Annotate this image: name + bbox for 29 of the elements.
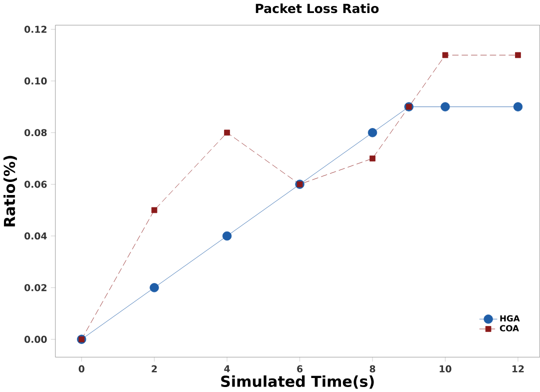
point <box>368 128 378 138</box>
point <box>151 207 158 213</box>
y-tick-label: 0.10 <box>24 77 47 84</box>
point <box>222 231 232 240</box>
y-tick-label: 0.06 <box>24 180 47 188</box>
y-tick-label: 0.08 <box>24 128 47 136</box>
x-tick-label: 0 <box>78 365 84 372</box>
chart-title: Packet Loss Ratio <box>256 3 379 14</box>
legend-label: HGA <box>500 315 520 322</box>
x-tick-label: 4 <box>224 365 230 372</box>
point <box>150 282 159 292</box>
x-tick-label: 12 <box>512 365 524 372</box>
legend-label: COA <box>500 324 519 332</box>
y-tick-label: 0.00 <box>24 336 47 343</box>
y-axis-title: Ratio(%) <box>3 156 17 226</box>
point <box>513 102 523 112</box>
x-tick-label: 8 <box>370 365 376 372</box>
point <box>440 102 450 112</box>
x-axis-title: Simulated Time(s) <box>221 375 374 389</box>
x-tick-label: 10 <box>440 365 452 372</box>
y-tick-label: 0.12 <box>24 26 46 33</box>
point <box>370 155 376 162</box>
point <box>442 52 448 58</box>
y-tick-label: 0.02 <box>24 284 46 292</box>
point <box>515 52 521 58</box>
x-tick-label: 6 <box>297 365 303 372</box>
point <box>224 130 230 136</box>
y-tick-label: 0.04 <box>24 232 47 240</box>
x-tick-label: 2 <box>152 365 157 372</box>
